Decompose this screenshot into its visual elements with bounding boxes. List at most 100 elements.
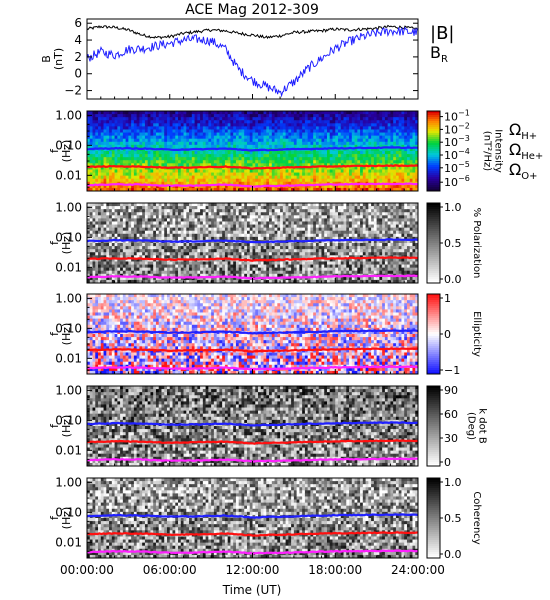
heatmap-cell	[153, 187, 157, 192]
heatmap-cell	[376, 147, 380, 152]
heatmap-cell	[142, 114, 146, 118]
heatmap-cell	[103, 187, 107, 192]
heatmap-cell	[175, 120, 179, 124]
heatmap-cell	[98, 157, 102, 161]
heatmap-cell	[260, 141, 264, 146]
heatmap-cell	[357, 157, 361, 161]
heatmap-cell	[139, 123, 143, 127]
heatmap-cell	[100, 230, 104, 235]
heatmap-cell	[202, 172, 207, 177]
heatmap-cell	[131, 224, 135, 229]
heatmap-cell	[398, 147, 402, 152]
heatmap-cell	[373, 147, 378, 152]
heatmap-cell	[216, 227, 220, 232]
heatmap-cell	[164, 178, 168, 183]
heatmap-cell	[230, 120, 234, 124]
heatmap-cell	[258, 255, 262, 259]
heatmap-cell	[95, 129, 99, 133]
heatmap-cell	[224, 267, 229, 272]
heatmap-cell	[241, 123, 245, 127]
heatmap-cell	[255, 203, 259, 207]
heatmap-cell	[144, 135, 149, 140]
heatmap-cell	[415, 160, 419, 164]
heatmap-cell	[304, 126, 309, 130]
heatmap-cell	[106, 184, 110, 189]
heatmap-cell	[252, 221, 256, 225]
heatmap-cell	[304, 132, 309, 137]
heatmap-cell	[180, 178, 184, 183]
heatmap-cell	[136, 111, 140, 115]
heatmap-cell	[343, 135, 347, 140]
heatmap-cell	[205, 227, 209, 232]
heatmap-cell	[291, 172, 295, 177]
heatmap-cell	[238, 252, 242, 256]
heatmap-cell	[252, 123, 256, 127]
heatmap-cell	[100, 141, 104, 146]
heatmap-cell	[128, 129, 132, 133]
heatmap-cell	[258, 144, 262, 149]
heatmap-cell	[285, 154, 289, 158]
heatmap-cell	[128, 151, 132, 155]
heatmap-cell	[211, 218, 215, 222]
heatmap-cell	[246, 212, 251, 216]
heatmap-cell	[161, 218, 165, 222]
heatmap-cell	[310, 111, 314, 115]
heatmap-cell	[354, 157, 358, 161]
heatmap-cell	[266, 227, 270, 232]
heatmap-cell	[197, 249, 201, 253]
heatmap-cell	[142, 166, 146, 170]
heatmap-cell	[205, 215, 209, 219]
heatmap-cell	[346, 184, 350, 189]
heatmap-cell	[175, 206, 179, 210]
heatmap-cell	[304, 151, 309, 155]
heatmap-cell	[224, 249, 229, 253]
heatmap-cell	[288, 138, 292, 143]
heatmap-cell	[117, 224, 121, 229]
heatmap-cell	[180, 169, 184, 173]
heatmap-cell	[106, 270, 110, 275]
heatmap-cell	[393, 175, 397, 180]
heatmap-cell	[144, 184, 149, 189]
heatmap-cell	[329, 151, 333, 155]
heatmap-cell	[200, 163, 204, 167]
heatmap-cell	[180, 255, 184, 259]
heatmap-cell	[197, 187, 201, 192]
heatmap-cell	[277, 169, 281, 173]
heatmap-cell	[147, 154, 151, 158]
heatmap-cell	[313, 184, 317, 189]
heatmap-cell	[246, 151, 251, 155]
heatmap-cell	[249, 126, 253, 130]
heatmap-cell	[332, 111, 336, 115]
heatmap-cell	[191, 138, 195, 143]
heatmap-cell	[238, 175, 242, 180]
heatmap-cell	[111, 255, 115, 259]
heatmap-cell	[233, 276, 237, 281]
heatmap-cell	[241, 249, 245, 253]
heatmap-cell	[368, 126, 372, 130]
heatmap-cell	[395, 178, 400, 183]
heatmap-cell	[235, 163, 240, 167]
heatmap-cell	[131, 154, 135, 158]
heatmap-cell	[354, 114, 358, 118]
heatmap-cell	[340, 117, 344, 121]
heatmap-cell	[299, 138, 303, 143]
heatmap-cell	[246, 181, 251, 186]
heatmap-cell	[161, 233, 165, 238]
heatmap-cell	[271, 126, 275, 130]
heatmap-cell	[111, 230, 115, 235]
heatmap-cell	[382, 132, 386, 137]
heatmap-cell	[89, 233, 93, 238]
y-tick-label: 4	[74, 33, 82, 47]
heatmap-cell	[263, 212, 267, 216]
heatmap-cell	[368, 123, 372, 127]
heatmap-cell	[260, 206, 264, 210]
heatmap-cell	[205, 154, 209, 158]
heatmap-cell	[343, 117, 347, 121]
heatmap-cell	[133, 255, 138, 259]
heatmap-cell	[255, 206, 259, 210]
heatmap-cell	[415, 117, 419, 121]
heatmap-cell	[161, 209, 165, 213]
heatmap-cell	[296, 163, 300, 167]
heatmap-cell	[387, 154, 391, 158]
heatmap-cell	[194, 221, 198, 225]
